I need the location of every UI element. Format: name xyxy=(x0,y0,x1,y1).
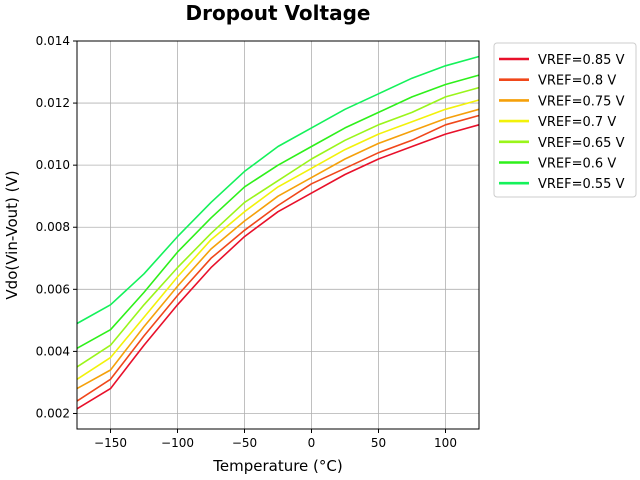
series-line-5 xyxy=(76,74,480,349)
x-tick-label: −150 xyxy=(94,436,127,450)
y-tick-label: 0.010 xyxy=(36,158,70,172)
series-lines xyxy=(76,55,480,410)
chart-title: Dropout Voltage xyxy=(186,1,371,25)
y-tick-label: 0.012 xyxy=(36,96,70,110)
series-line-1 xyxy=(76,114,480,402)
legend-label: VREF=0.75 V xyxy=(538,94,625,109)
legend-label: VREF=0.8 V xyxy=(538,74,616,89)
series-line-3 xyxy=(76,99,480,380)
y-tick-label: 0.006 xyxy=(36,282,70,296)
series-line-6 xyxy=(76,55,480,325)
x-tick-label: 50 xyxy=(371,436,386,450)
x-axis-label: Temperature (°C) xyxy=(212,457,342,475)
x-tick-label: −100 xyxy=(161,436,194,450)
series-line-4 xyxy=(76,86,480,368)
legend: VREF=0.85 V VREF=0.8 V VREF=0.75 V VREF=0.7… xyxy=(493,42,637,198)
series-line-2 xyxy=(76,108,480,390)
legend-label: VREF=0.6 V xyxy=(538,157,616,172)
x-tick-label: −50 xyxy=(232,436,257,450)
y-tick-label: 0.004 xyxy=(36,344,70,358)
legend-box xyxy=(493,42,637,198)
legend-label: VREF=0.65 V xyxy=(538,136,625,151)
plot-frame xyxy=(76,40,480,430)
y-axis-label: Vdo(Vin-Vout) (V) xyxy=(3,170,21,299)
y-tick-label: 0.014 xyxy=(36,34,70,48)
series-line-0 xyxy=(76,124,480,410)
legend-label: VREF=0.55 V xyxy=(538,177,625,192)
y-tick-label: 0.002 xyxy=(36,406,70,420)
x-tick-label: 0 xyxy=(308,436,316,450)
x-axis-ticks: −150 −100 −50 0 50 100 xyxy=(94,429,457,450)
legend-label: VREF=0.7 V xyxy=(538,115,616,130)
y-tick-label: 0.008 xyxy=(36,220,70,234)
y-axis-ticks: 0.002 0.004 0.006 0.008 0.010 0.012 0.014 xyxy=(36,34,77,420)
legend-label: VREF=0.85 V xyxy=(538,53,625,68)
x-tick-label: 100 xyxy=(434,436,457,450)
grid xyxy=(77,40,479,429)
